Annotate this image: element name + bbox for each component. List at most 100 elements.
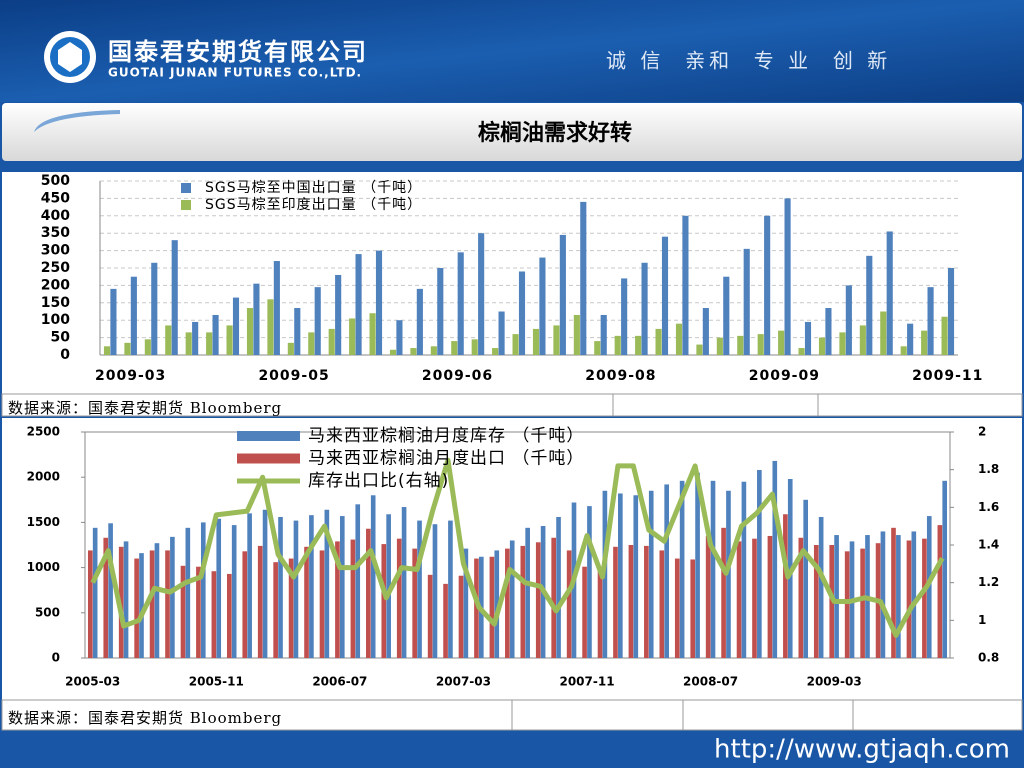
bar [803,499,809,658]
bar [103,537,109,658]
slide-title: 棕榈油需求好转 [478,120,632,146]
y2-tick-label: 1.8 [978,462,999,476]
bar [705,535,711,658]
y-tick-label: 450 [41,190,70,206]
bar [478,233,485,355]
bar [165,550,170,658]
bar [613,546,618,658]
bar [430,346,437,355]
bar [690,559,696,658]
bar [798,537,804,658]
bar [907,323,914,355]
y-tick-label: 500 [35,605,60,619]
source-note: 数据来源：国泰君安期货 Bloomberg [8,399,282,417]
bar [396,320,403,355]
bar [355,254,362,355]
bar [375,250,383,355]
legend-label: SGS马棕至印度出口量 （千吨） [205,197,422,213]
y-tick-label: 200 [41,277,70,293]
bar [192,321,199,355]
x-tick-label: 2005-03 [65,675,120,689]
bar [628,545,634,658]
x-tick-label: 2009-03 [807,675,862,689]
y-tick-label: 0 [52,651,60,665]
bar [247,513,252,658]
bar [509,540,515,658]
bar [551,537,557,658]
y-tick-label: 1000 [27,560,60,574]
bar [648,490,654,658]
bar [880,311,887,355]
bar [539,257,546,355]
bar [366,528,371,658]
bar [834,535,839,658]
bar [314,287,321,355]
bar [655,328,662,355]
bar [437,268,444,355]
bar [633,495,639,658]
bar [844,551,850,658]
bar [257,545,263,658]
bar [573,314,580,355]
bar [416,288,423,355]
bar [772,460,778,658]
bar [721,527,726,658]
bar [559,234,566,355]
legend-swatch [181,183,191,193]
bar [921,330,928,355]
y2-tick-label: 1.2 [978,575,999,589]
bar [757,469,762,658]
bar [661,236,669,355]
bar [211,571,217,658]
bar [451,341,458,355]
bar [165,325,172,355]
x-tick-label: 2009-05 [258,368,329,384]
bar [144,339,151,355]
bar [489,556,495,658]
bar [818,516,824,658]
bar [494,550,500,658]
bar [518,271,526,355]
company-name: 国泰君安期货有限公司 [108,38,368,66]
bar [417,520,422,658]
bar [664,484,669,658]
bar [741,481,747,658]
bar [200,522,206,658]
bar [839,332,846,355]
bar [641,262,648,355]
bar [410,348,417,355]
y2-tick-label: 2 [978,425,986,439]
bar [498,311,505,355]
bar [767,535,773,658]
bar [350,539,356,658]
bar [216,518,222,658]
legend-label: 库存出口比(右轴) [308,471,449,491]
bar [87,550,93,658]
bar [778,330,785,355]
bar [911,531,917,658]
bar [505,548,510,658]
source-note: 数据来源：国泰君安期货 Bloomberg [8,709,282,727]
bar [695,472,700,658]
bar [618,493,623,658]
bar [635,335,642,355]
bar [262,509,268,658]
y-tick-label: 0 [60,347,70,363]
bar [335,274,342,355]
bar [319,550,325,658]
bar [757,334,764,355]
y-tick-label: 1500 [27,515,60,529]
bar [171,240,178,355]
bar [679,480,685,658]
bar [309,515,314,658]
bar [242,551,248,658]
bar [896,535,901,658]
x-tick-label: 2009-09 [749,368,820,384]
bar [492,348,499,355]
bar [783,514,788,658]
bar [535,542,541,658]
bar [226,325,233,355]
bar [614,335,621,355]
bar [556,516,561,658]
